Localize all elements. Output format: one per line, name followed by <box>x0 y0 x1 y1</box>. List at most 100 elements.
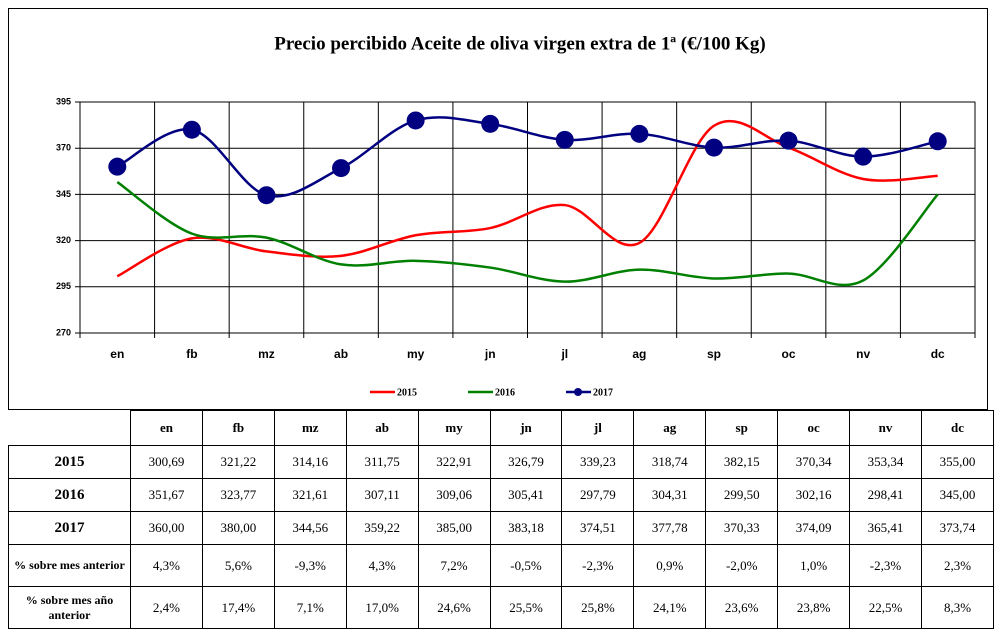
header-cell: oc <box>777 410 851 446</box>
x-tick-label: mz <box>258 347 275 361</box>
y-tick-label: 345 <box>56 189 71 199</box>
point-marker <box>257 186 276 205</box>
row-label: 2017 <box>8 511 131 545</box>
value-cell: 326,79 <box>489 445 563 479</box>
value-cell: 339,23 <box>561 445 635 479</box>
percent-cell: 1,0% <box>777 544 851 587</box>
header-cell: mz <box>273 410 347 446</box>
legend-label: 2017 <box>593 387 613 398</box>
value-cell: 382,15 <box>705 445 779 479</box>
x-tick-label: dc <box>931 347 945 361</box>
chart: Precio percibido Aceite de oliva virgen … <box>8 8 988 410</box>
value-cell: 314,16 <box>273 445 347 479</box>
value-cell: 304,31 <box>633 478 707 512</box>
percent-cell: 0,9% <box>633 544 707 587</box>
percent-cell: 23,8% <box>777 586 851 629</box>
point-marker <box>332 159 351 178</box>
header-row: en fb mz ab my jn jl ag sp oc nv dc <box>9 410 995 446</box>
header-cell: jn <box>489 410 563 446</box>
header-cell: jl <box>561 410 635 446</box>
row-label: % sobre mes anterior <box>8 544 131 587</box>
percent-cell: 4,3% <box>345 544 419 587</box>
point-marker <box>108 157 127 176</box>
value-cell: 311,75 <box>345 445 419 479</box>
value-cell: 344,56 <box>273 511 347 545</box>
value-cell: 365,41 <box>849 511 922 545</box>
x-tick-label: en <box>110 347 124 361</box>
percent-cell: 5,6% <box>201 544 275 587</box>
percent-cell: 7,2% <box>417 544 491 587</box>
value-cell: 302,16 <box>777 478 851 512</box>
point-marker <box>406 111 425 130</box>
header-cell: dc <box>920 410 995 446</box>
x-tick-label: my <box>407 347 425 361</box>
percent-cell: 24,1% <box>633 586 707 629</box>
value-cell: 299,50 <box>705 478 779 512</box>
header-cell: ab <box>345 410 419 446</box>
percent-cell: -2,3% <box>849 544 922 587</box>
value-cell: 370,34 <box>777 445 851 479</box>
percent-cell: 24,6% <box>417 586 491 629</box>
percent-cell: 7,1% <box>273 586 347 629</box>
point-marker <box>630 124 649 143</box>
value-cell: 345,00 <box>920 478 995 512</box>
percent-cell: 2,3% <box>920 544 995 587</box>
legend-label: 2016 <box>495 387 515 398</box>
row-label: 2015 <box>8 445 131 479</box>
y-tick-label: 395 <box>56 96 71 106</box>
y-tick-label: 320 <box>56 235 71 245</box>
x-tick-label: ab <box>334 347 348 361</box>
value-cell: 370,33 <box>705 511 779 545</box>
value-cell: 380,00 <box>201 511 275 545</box>
row-label: 2016 <box>8 478 131 512</box>
x-tick-label: ag <box>632 347 646 361</box>
percent-cell: -2,3% <box>561 544 635 587</box>
point-marker <box>928 132 947 151</box>
point-marker <box>481 114 500 133</box>
value-cell: 321,61 <box>273 478 347 512</box>
y-tick-label: 295 <box>56 281 71 291</box>
corner-cell <box>9 411 131 446</box>
value-cell: 360,00 <box>130 511 203 545</box>
percent-cell: 2,4% <box>130 586 203 629</box>
value-cell: 385,00 <box>417 511 491 545</box>
percent-cell: 25,5% <box>489 586 563 629</box>
percent-cell: 17,0% <box>345 586 419 629</box>
point-marker <box>779 131 798 150</box>
y-tick-label: 370 <box>56 143 71 153</box>
year-row: 2017 360,00 380,00 344,56 359,22 385,00 383,18… <box>8 511 995 545</box>
x-tick-label: jl <box>560 347 568 361</box>
percent-cell: -9,3% <box>273 544 347 587</box>
x-tick-label: oc <box>782 347 796 361</box>
point-marker <box>182 120 201 139</box>
value-cell: 322,91 <box>417 445 491 479</box>
x-tick-label: fb <box>186 347 197 361</box>
data-table: en fb mz ab my jn jl ag sp oc nv dc 2015 300,69 321,22… <box>8 410 995 629</box>
percent-cell: 4,3% <box>130 544 203 587</box>
percent-cell: 17,4% <box>201 586 275 629</box>
percent-cell: 22,5% <box>849 586 922 629</box>
percent-cell: 23,6% <box>705 586 779 629</box>
value-cell: 318,74 <box>633 445 707 479</box>
legend-marker <box>574 388 582 396</box>
legend-label: 2015 <box>397 387 417 398</box>
chart-frame <box>8 8 988 410</box>
percent-cell: 8,3% <box>920 586 995 629</box>
header-cell: sp <box>705 410 779 446</box>
y-tick-label: 270 <box>56 327 71 337</box>
value-cell: 321,22 <box>201 445 275 479</box>
percent-cell: 25,8% <box>561 586 635 629</box>
value-cell: 300,69 <box>130 445 203 479</box>
header-cell: ag <box>633 410 707 446</box>
value-cell: 323,77 <box>201 478 275 512</box>
value-cell: 297,79 <box>561 478 635 512</box>
chart-title: Precio percibido Aceite de oliva virgen … <box>274 33 766 54</box>
header-cell: my <box>417 410 491 446</box>
point-marker <box>854 147 873 166</box>
value-cell: 355,00 <box>920 445 995 479</box>
percent-row: % sobre mes año anterior 2,4% 17,4% 7,1% 17,… <box>8 586 995 629</box>
header-cell: en <box>130 410 203 446</box>
value-cell: 298,41 <box>849 478 922 512</box>
header-cell: fb <box>201 410 275 446</box>
point-marker <box>704 138 723 157</box>
